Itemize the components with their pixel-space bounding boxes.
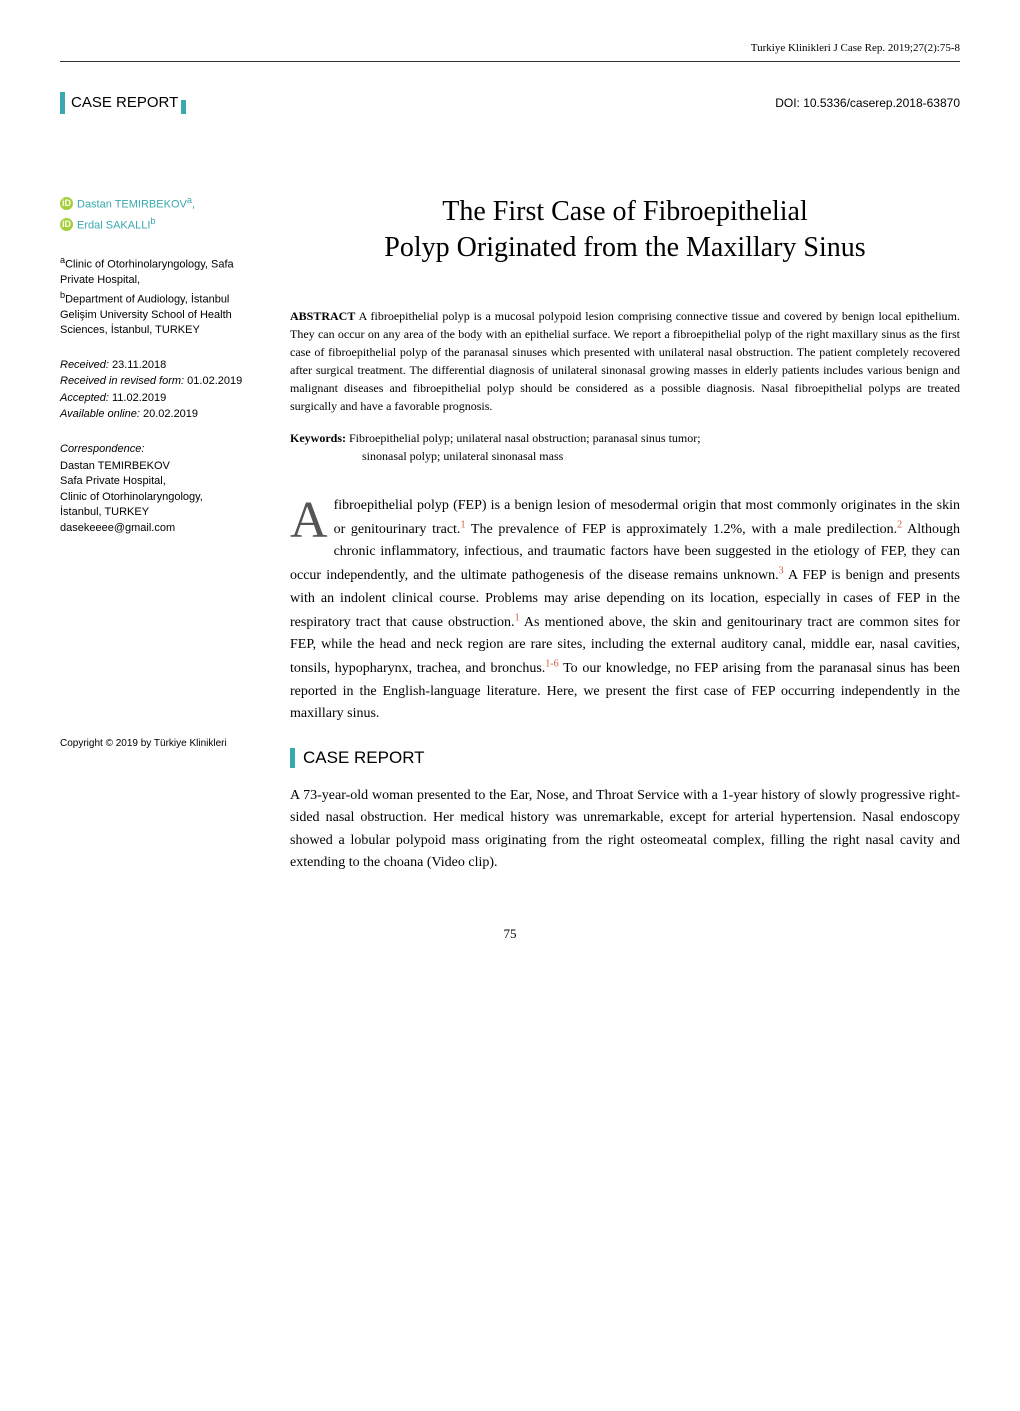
author-name: Dastan TEMIRBEKOVa, [77, 194, 195, 213]
correspondence-line: İstanbul, TURKEY [60, 505, 260, 520]
keywords: Keywords: Fibroepithelial polyp; unilate… [290, 429, 960, 465]
keywords-line2: sinonasal polyp; unilateral sinonasal ma… [362, 447, 960, 465]
authors-list: iD Dastan TEMIRBEKOVa, iD Erdal SAKALLIb [60, 194, 260, 234]
correspondence-line: Clinic of Otorhinolaryngology, [60, 490, 260, 505]
correspondence-line: Safa Private Hospital, [60, 474, 260, 489]
keywords-line1: Fibroepithelial polyp; unilateral nasal … [349, 431, 701, 445]
affiliation-a: aClinic of Otorhinolaryngology, Safa Pri… [60, 254, 260, 288]
article-title: The First Case of Fibroepithelial Polyp … [290, 194, 960, 267]
cyan-bar-icon [290, 748, 295, 768]
correspondence-email: dasekeeee@gmail.com [60, 521, 260, 536]
correspondence-label: Correspondence: [60, 441, 260, 458]
drop-cap: A [290, 495, 334, 543]
doi: DOI: 10.5336/caserep.2018-63870 [775, 94, 960, 112]
main-content: iD Dastan TEMIRBEKOVa, iD Erdal SAKALLIb… [60, 194, 960, 894]
abstract-text: A fibroepithelial polyp is a mucosal pol… [290, 309, 960, 413]
journal-header: Turkiye Klinikleri J Case Rep. 2019;27(2… [751, 40, 960, 57]
orcid-icon: iD [60, 218, 73, 231]
page-number: 75 [60, 924, 960, 944]
author-name: Erdal SAKALLIb [77, 215, 155, 234]
cyan-bar-icon [181, 100, 186, 114]
case-report-section-header: CASE REPORT [290, 745, 960, 771]
abstract-label: ABSTRACT [290, 309, 355, 323]
case-report-label: CASE REPORT [60, 92, 186, 115]
received-date: Received: 23.11.2018 [60, 357, 260, 374]
article-body: The First Case of Fibroepithelial Polyp … [290, 194, 960, 894]
case-report-paragraph: A 73-year-old woman presented to the Ear… [290, 785, 960, 875]
article-type-header: CASE REPORT DOI: 10.5336/caserep.2018-63… [60, 92, 960, 115]
keywords-label: Keywords: [290, 431, 346, 445]
abstract: ABSTRACT A fibroepithelial polyp is a mu… [290, 307, 960, 415]
dates: Received: 23.11.2018 Received in revised… [60, 357, 260, 423]
cyan-bar-icon [60, 92, 65, 114]
sidebar: iD Dastan TEMIRBEKOVa, iD Erdal SAKALLIb… [60, 194, 260, 894]
affiliations: aClinic of Otorhinolaryngology, Safa Pri… [60, 254, 260, 338]
correspondence-details: Dastan TEMIRBEKOV Safa Private Hospital,… [60, 459, 260, 536]
orcid-icon: iD [60, 197, 73, 210]
copyright: Copyright © 2019 by Türkiye Klinikleri [60, 736, 260, 751]
author: iD Erdal SAKALLIb [60, 215, 260, 234]
correspondence-name: Dastan TEMIRBEKOV [60, 459, 260, 474]
author: iD Dastan TEMIRBEKOVa, [60, 194, 260, 213]
online-date: Available online: 20.02.2019 [60, 406, 260, 423]
revised-date: Received in revised form: 01.02.2019 [60, 373, 260, 390]
section-title: CASE REPORT [303, 745, 425, 771]
affiliation-b: bDepartment of Audiology, İstanbul Geliş… [60, 289, 260, 339]
accepted-date: Accepted: 11.02.2019 [60, 390, 260, 407]
correspondence-block: Correspondence: Dastan TEMIRBEKOV Safa P… [60, 441, 260, 536]
journal-header-bar: Turkiye Klinikleri J Case Rep. 2019;27(2… [60, 40, 960, 62]
intro-paragraph: A fibroepithelial polyp (FEP) is a benig… [290, 495, 960, 726]
case-report-text: CASE REPORT [71, 92, 178, 115]
intro-text: fibroepithelial polyp (FEP) is a benign … [290, 498, 960, 721]
